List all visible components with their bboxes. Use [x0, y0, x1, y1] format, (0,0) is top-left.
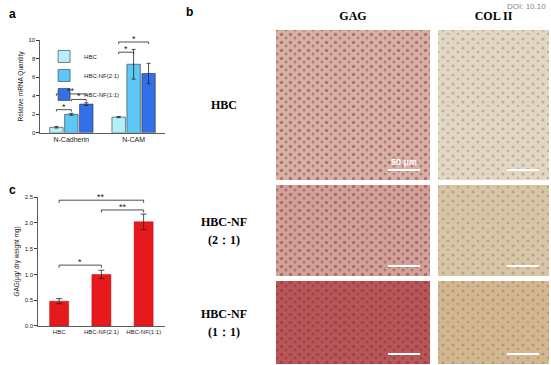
svg-text:HBC-NF(2:1): HBC-NF(2:1) [84, 73, 119, 79]
svg-text:N-CAM: N-CAM [122, 136, 145, 143]
svg-text:10: 10 [29, 37, 36, 43]
svg-text:*: * [77, 91, 81, 101]
svg-text:(1：1): (1：1) [208, 325, 240, 339]
svg-text:HBC-NF(2:1): HBC-NF(2:1) [84, 329, 119, 335]
svg-text:HBC-NF: HBC-NF [201, 215, 247, 229]
svg-text:GAG(μg/ dry weight mg): GAG(μg/ dry weight mg) [13, 226, 21, 296]
svg-text:*: * [132, 34, 136, 44]
svg-text:8: 8 [32, 56, 36, 62]
svg-text:HBC: HBC [53, 329, 66, 335]
svg-text:(2：1): (2：1) [208, 233, 240, 247]
svg-text:**: ** [67, 86, 75, 96]
svg-text:COL II: COL II [475, 9, 513, 23]
svg-text:N-Cadherin: N-Cadherin [53, 136, 89, 143]
svg-text:HBC: HBC [211, 98, 237, 112]
svg-text:HBC: HBC [84, 54, 97, 60]
svg-text:1.0: 1.0 [25, 272, 34, 278]
svg-text:DOI: 10.10: DOI: 10.10 [507, 2, 546, 11]
svg-text:*: * [78, 257, 82, 267]
svg-text:HBC-NF: HBC-NF [201, 307, 247, 321]
svg-text:**: ** [119, 202, 127, 212]
svg-text:0: 0 [32, 130, 36, 136]
svg-text:GAG: GAG [339, 9, 366, 23]
svg-text:6: 6 [32, 74, 36, 80]
svg-text:2.0: 2.0 [25, 220, 34, 226]
svg-text:*: * [62, 102, 66, 112]
svg-text:2.5: 2.5 [25, 194, 34, 200]
svg-text:Relative mRNA Quantity: Relative mRNA Quantity [17, 51, 25, 122]
svg-text:2: 2 [32, 111, 36, 117]
svg-text:c: c [9, 183, 16, 197]
svg-text:*: * [124, 44, 128, 54]
svg-text:0.5: 0.5 [25, 297, 34, 303]
svg-text:4: 4 [32, 93, 36, 99]
svg-text:a: a [9, 7, 16, 21]
svg-text:HBC-NF(1:1): HBC-NF(1:1) [126, 329, 161, 335]
svg-text:50 μm: 50 μm [391, 157, 417, 167]
svg-text:1.5: 1.5 [25, 246, 34, 252]
svg-text:b: b [186, 5, 193, 19]
svg-text:0.0: 0.0 [25, 323, 34, 329]
svg-text:HBC-NF(1:1): HBC-NF(1:1) [84, 92, 119, 98]
svg-text:**: ** [97, 192, 105, 202]
